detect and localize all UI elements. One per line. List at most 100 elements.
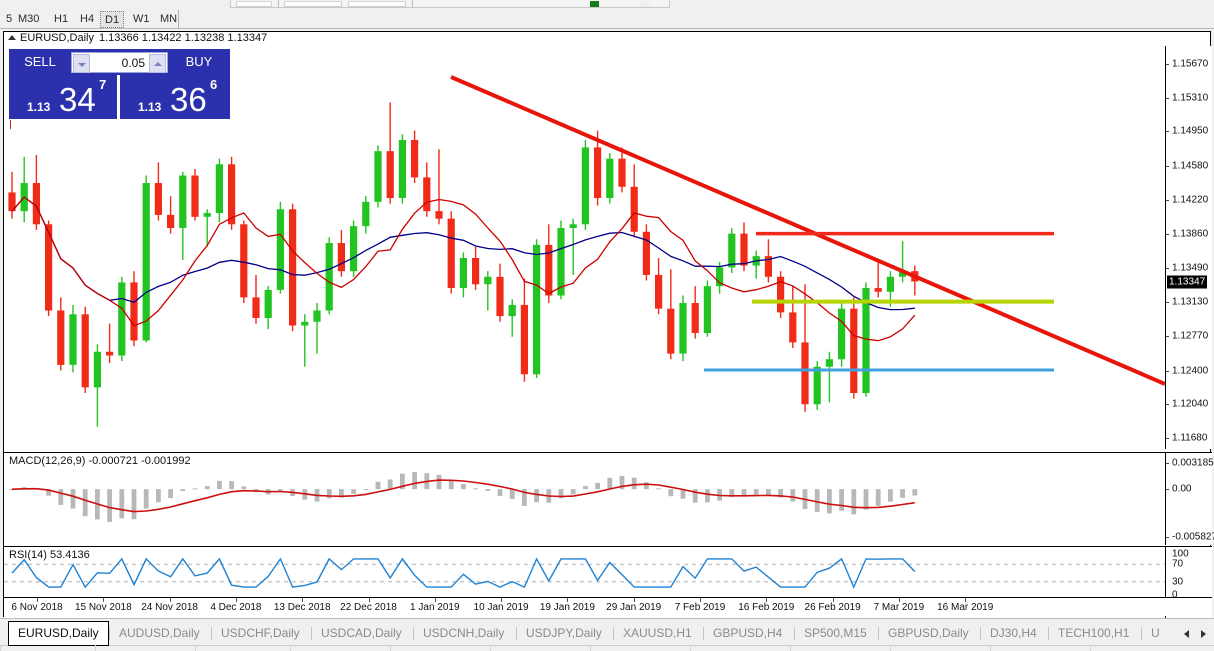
toolbar-button[interactable] xyxy=(640,1,650,7)
macd-histogram-bar xyxy=(412,471,417,490)
volume-stepper[interactable]: 0.05 xyxy=(71,52,168,73)
macd-plot-area[interactable] xyxy=(4,453,1165,545)
time-axis-label: 7 Mar 2019 xyxy=(873,602,925,613)
time-axis-tick xyxy=(169,598,171,602)
buy-price-prefix: 1.13 xyxy=(138,100,162,114)
chart-tab[interactable]: USDCHF,Daily xyxy=(221,626,300,640)
timeframe-m5[interactable]: 5 xyxy=(6,13,13,25)
chart-tab[interactable]: U xyxy=(1151,626,1160,640)
timeframe-h1[interactable]: H1 xyxy=(54,13,69,25)
price-axis-label: 1.11680 xyxy=(1172,432,1208,444)
tab-scroll-right-icon[interactable] xyxy=(1197,626,1210,641)
time-axis-label: 26 Feb 2019 xyxy=(804,602,861,613)
tabbar-grid-tick xyxy=(290,645,291,651)
candle-body xyxy=(337,243,345,272)
chart-tab[interactable]: GBPUSD,H4 xyxy=(713,626,783,640)
macd-histogram-bar xyxy=(107,489,112,522)
candle-body xyxy=(777,276,785,313)
price-axis-tick xyxy=(1166,199,1169,201)
candle-body xyxy=(411,139,419,178)
toolbar-separator-2 xyxy=(412,0,413,8)
time-axis-label: 24 Nov 2018 xyxy=(141,602,198,613)
tab-separator xyxy=(1141,627,1142,640)
candle-body xyxy=(716,267,724,287)
macd-histogram-bar xyxy=(241,486,247,490)
tab-separator xyxy=(703,627,704,640)
chart-tab[interactable]: AUDUSD,Daily xyxy=(119,626,200,640)
volume-decrease-button[interactable] xyxy=(73,54,90,73)
tabbar-underline xyxy=(0,645,1214,651)
volume-value[interactable]: 0.05 xyxy=(121,56,145,70)
chart-tab[interactable]: XAUUSD,H1 xyxy=(623,626,692,640)
sell-price-main: 34 xyxy=(59,81,96,118)
price-axis-tick xyxy=(1166,166,1169,168)
candle-body xyxy=(472,258,480,285)
timeframe-w1[interactable]: W1 xyxy=(133,13,150,25)
volume-increase-button[interactable] xyxy=(149,54,166,73)
macd-histogram-bar xyxy=(888,489,893,502)
chart-tab[interactable]: DJ30,H4 xyxy=(990,626,1037,640)
chart-tab[interactable]: GBPUSD,Daily xyxy=(888,626,969,640)
timeframe-d1[interactable]: D1 xyxy=(100,11,125,28)
macd-histogram-bar xyxy=(570,489,576,495)
candle-body xyxy=(252,297,260,319)
candle-body xyxy=(45,224,53,311)
rsi-title: RSI(14) 53.4136 xyxy=(9,549,90,561)
timeframe-m30[interactable]: M30 xyxy=(18,13,40,25)
candle-body xyxy=(423,177,431,212)
timeframe-h4[interactable]: H4 xyxy=(80,13,95,25)
macd-histogram-bar xyxy=(741,489,747,497)
rsi-plot-area[interactable] xyxy=(4,547,1165,618)
time-axis[interactable]: 6 Nov 2018 15 Nov 2018 24 Nov 2018 4 Dec 20… xyxy=(4,597,1212,616)
macd-pane: MACD(12,26,9) -0.000721 -0.001992 0.0031… xyxy=(4,452,1214,545)
toolbar-field-2[interactable] xyxy=(284,1,342,7)
price-axis-label: 1.14950 xyxy=(1172,125,1209,137)
candle-body xyxy=(764,256,772,277)
price-axis[interactable]: 1.15670 1.15310 1.14950 1.14580 1.14220 1.138… xyxy=(1165,46,1212,449)
price-axis-label: 1.13860 xyxy=(1172,228,1209,240)
chart-tab[interactable]: EURUSD,Daily xyxy=(8,621,109,646)
macd-histogram-bar xyxy=(680,489,686,499)
macd-histogram-bar xyxy=(607,477,613,490)
chart-tab[interactable]: SP500,M15 xyxy=(804,626,867,640)
macd-histogram-bar xyxy=(436,474,442,490)
time-axis-label: 15 Nov 2018 xyxy=(74,602,132,613)
candle-body xyxy=(398,139,406,199)
chart-tab[interactable]: USDCNH,Daily xyxy=(423,626,505,640)
candle-body xyxy=(703,286,711,334)
macd-chart-svg xyxy=(9,471,918,522)
sell-label[interactable]: SELL xyxy=(24,54,56,69)
candle-body xyxy=(447,218,455,289)
price-plot-area[interactable] xyxy=(4,46,1166,449)
macd-histogram-bar xyxy=(534,489,539,503)
macd-histogram-bar xyxy=(461,484,466,490)
time-axis-tick xyxy=(37,598,38,602)
macd-histogram-bar xyxy=(82,489,88,517)
buy-price-button[interactable]: 1.13 36 6 xyxy=(120,75,228,119)
sell-price-button[interactable]: 1.13 34 7 xyxy=(9,75,117,119)
toolbar-field-1[interactable] xyxy=(236,1,272,7)
toolbar-field-3[interactable] xyxy=(348,1,406,7)
candle-body xyxy=(484,276,492,285)
tab-scroll-left-icon[interactable] xyxy=(1181,626,1194,641)
chart-tab[interactable]: USDCAD,Daily xyxy=(321,626,402,640)
macd-histogram-bar xyxy=(631,477,637,490)
time-axis-tick xyxy=(302,598,304,602)
candle-body xyxy=(606,158,614,199)
price-axis-label: 1.14580 xyxy=(1172,160,1209,172)
collapse-triangle-icon[interactable] xyxy=(8,34,16,40)
candle-body xyxy=(679,303,687,354)
chart-tab[interactable]: USDJPY,Daily xyxy=(526,626,602,640)
tab-separator xyxy=(980,627,981,640)
macd-histogram-bar xyxy=(875,489,881,506)
macd-histogram-bar xyxy=(497,489,503,496)
buy-label[interactable]: BUY xyxy=(185,54,213,69)
chart-tab[interactable]: TECH100,H1 xyxy=(1058,626,1130,640)
tabbar-grid-tick xyxy=(0,645,1,651)
timeframe-mn[interactable]: MN xyxy=(160,13,178,25)
candle-body xyxy=(386,151,394,199)
time-axis-tick xyxy=(567,598,569,602)
candle-body xyxy=(289,209,297,326)
rsi-axis-label: 100 xyxy=(1172,548,1189,560)
candle-body xyxy=(81,314,89,388)
